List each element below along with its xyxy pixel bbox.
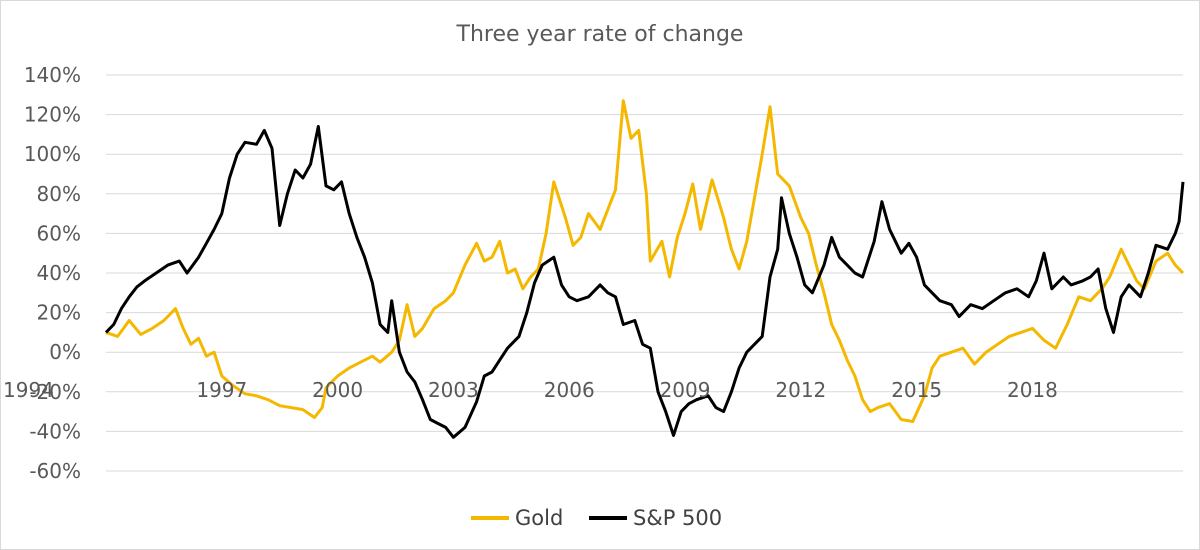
legend-label-gold: Gold	[515, 506, 563, 530]
y-tick-label: 100%	[24, 142, 81, 166]
x-tick-label: 2003	[428, 378, 479, 402]
y-tick-label: -60%	[29, 459, 81, 483]
chart-title: Three year rate of change	[456, 22, 744, 47]
x-tick-label: 2018	[1007, 378, 1058, 402]
y-tick-label: -40%	[29, 419, 81, 443]
y-tick-label: 0%	[49, 340, 81, 364]
y-tick-label: -20%	[29, 380, 81, 404]
y-tick-label: 20%	[37, 301, 81, 325]
series-line-sp500	[104, 125, 1185, 439]
legend: Gold S&P 500	[471, 506, 722, 530]
x-tick-label: 1997	[196, 378, 247, 402]
y-tick-label: 140%	[24, 63, 81, 87]
y-tick-label: 120%	[24, 103, 81, 127]
x-tick-label: 2000	[312, 378, 363, 402]
x-axis-tick-labels: 1994 1997 2000 2003 2006 2009 2012 2015 2018	[3, 378, 1058, 402]
y-tick-label: 80%	[37, 182, 81, 206]
y-tick-label: 40%	[37, 261, 81, 285]
series-line-gold	[105, 99, 1185, 423]
legend-label-sp500: S&P 500	[633, 506, 722, 530]
y-tick-label: 60%	[37, 221, 81, 245]
series-lines	[104, 99, 1185, 439]
x-tick-label: 2009	[660, 378, 711, 402]
x-tick-label: 2015	[891, 378, 942, 402]
x-tick-label: 1994	[3, 378, 54, 402]
x-tick-label: 2006	[544, 378, 595, 402]
gridlines	[106, 74, 1183, 472]
y-axis-tick-labels: 140% 120% 100% 80% 60% 40% 20% 0% -20% -40% -60%	[24, 63, 81, 483]
x-tick-label: 2012	[775, 378, 826, 402]
